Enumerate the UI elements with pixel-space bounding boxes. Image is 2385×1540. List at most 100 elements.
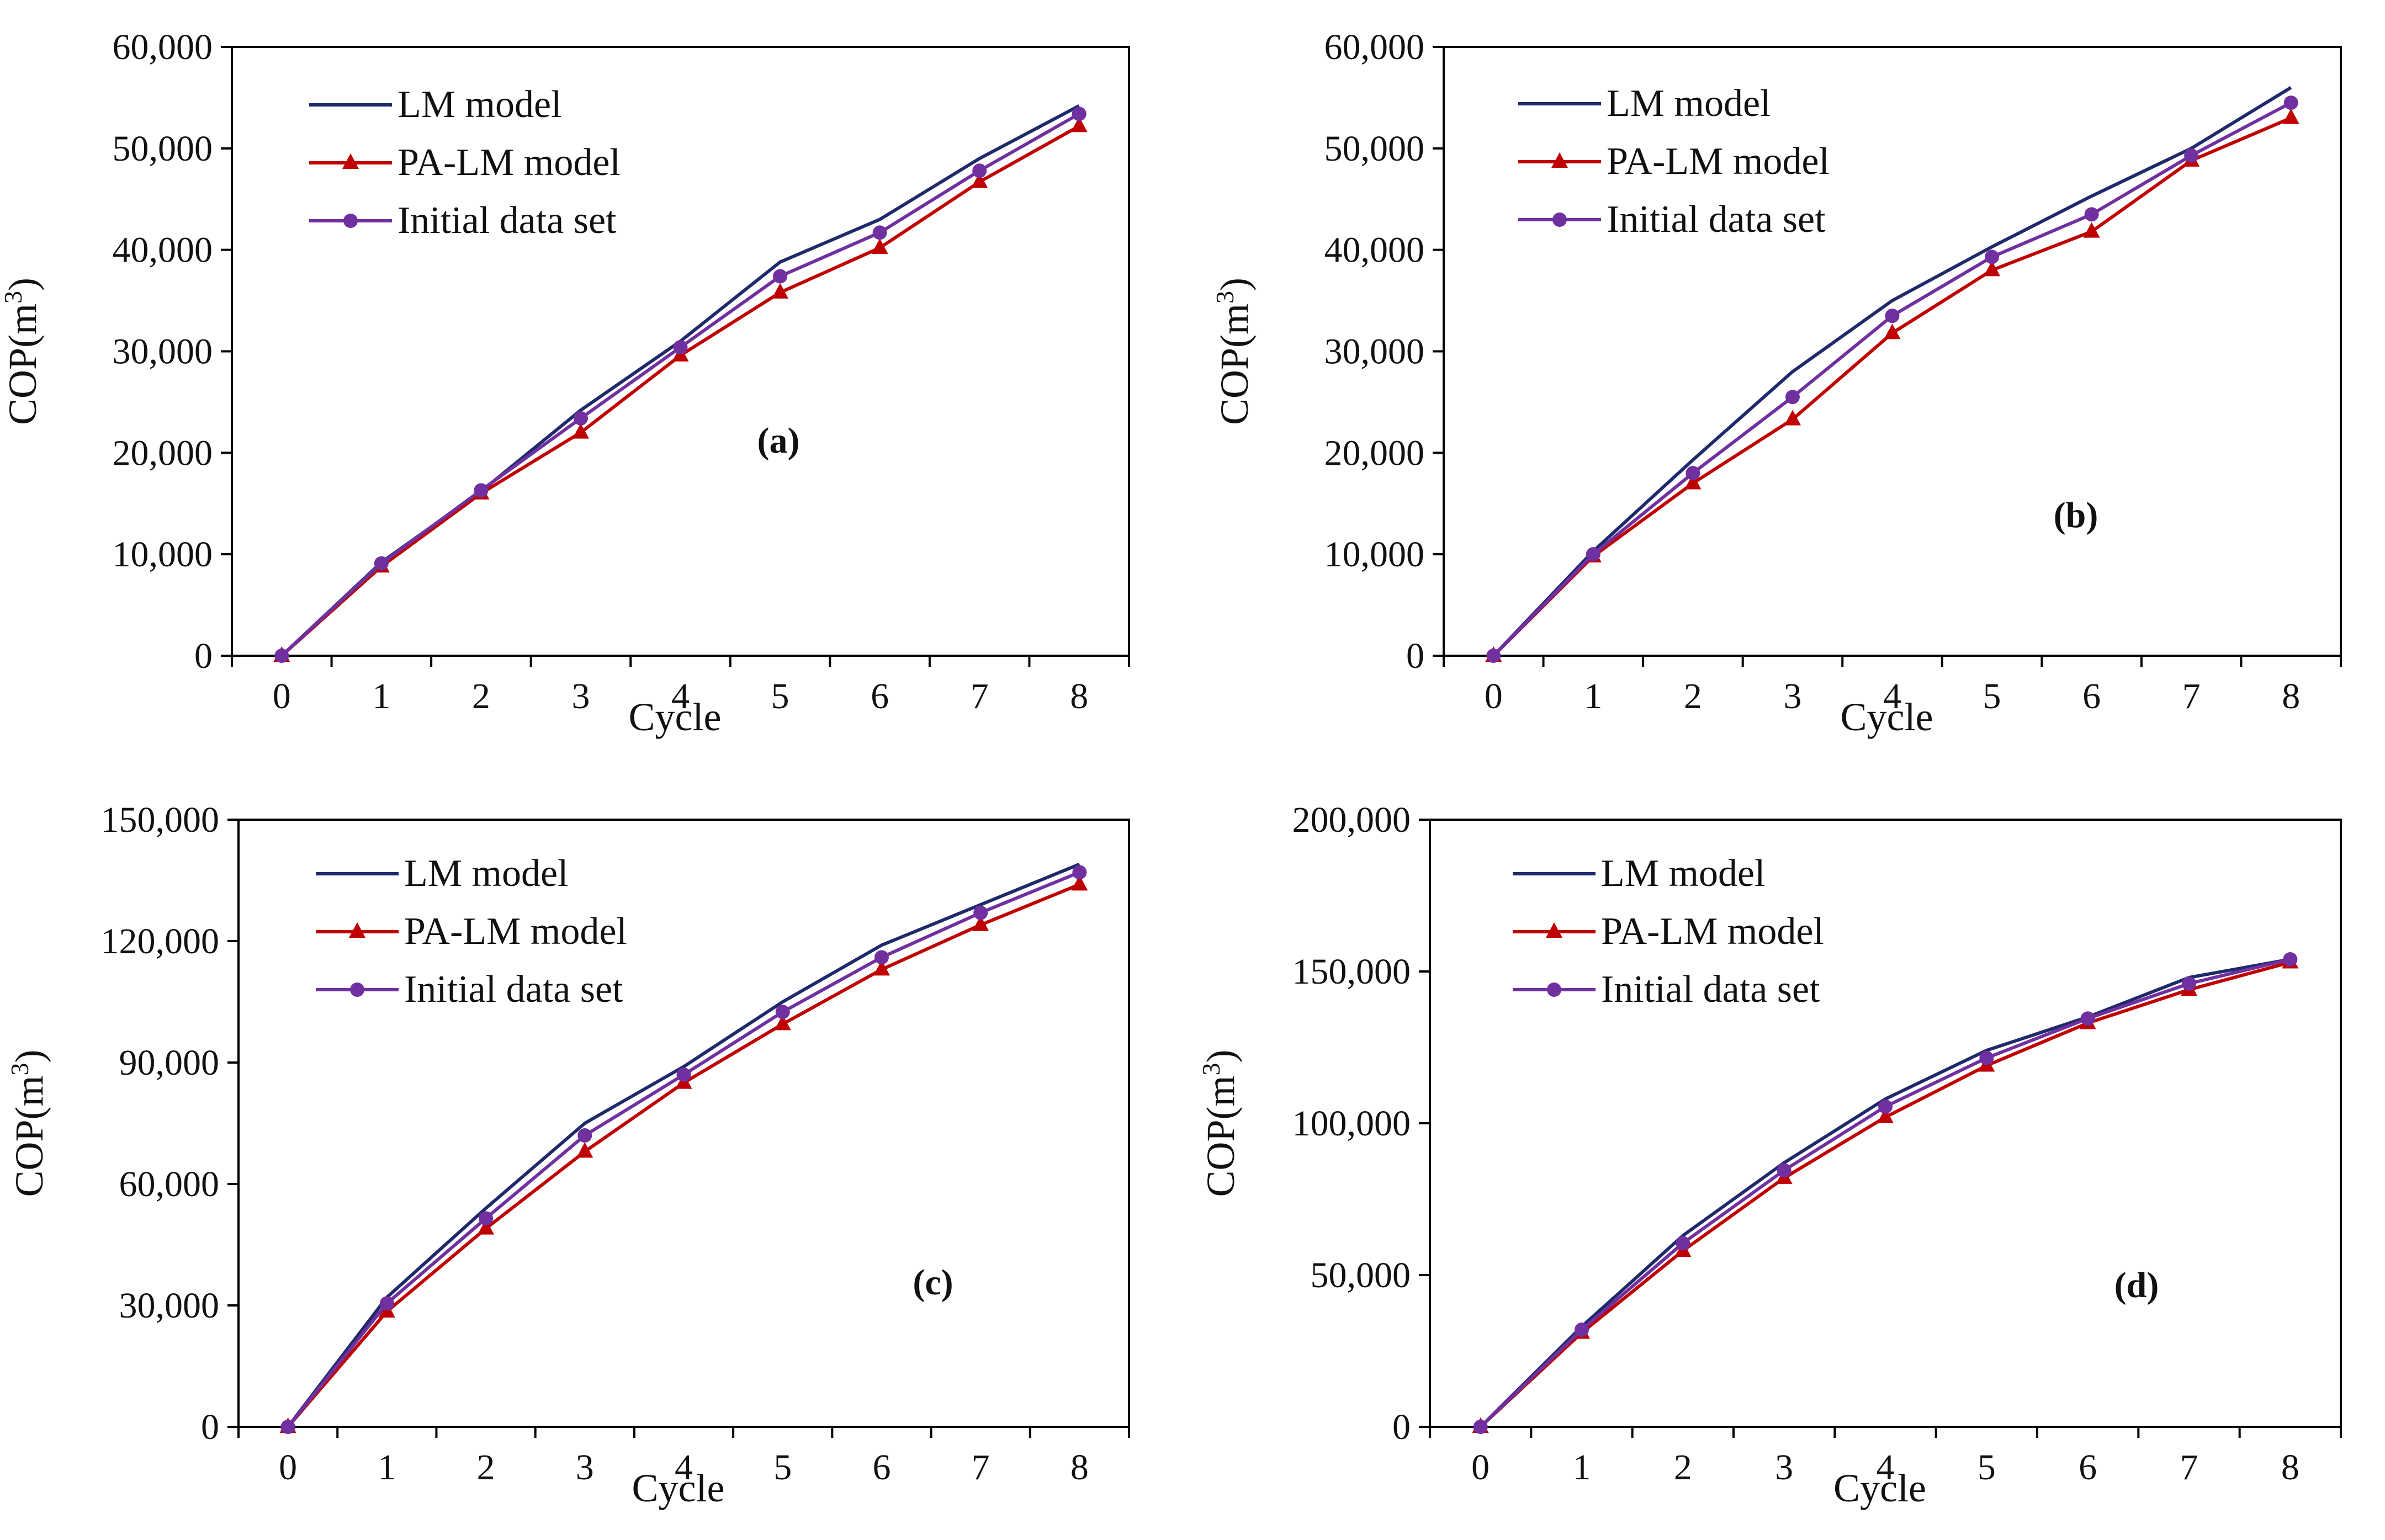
data-point-circle	[973, 905, 988, 920]
y-tick-label: 0	[201, 1407, 219, 1447]
data-point-triangle	[572, 423, 589, 439]
x-tick-label: 8	[2282, 676, 2300, 716]
legend-label: LM model	[404, 852, 568, 895]
chart-panel-c: 0 30,000 60,000 90,000 120,000 150,000 0 1 2 3 4 5 6…	[6, 800, 1130, 1510]
x-tick-label: 5	[1983, 676, 2001, 716]
x-tick-label: 3	[1783, 676, 1801, 716]
legend-marker-triangle	[1546, 922, 1562, 938]
y-axis-title: COP(m3)	[1197, 1049, 1243, 1197]
y-tick-label: 0	[1392, 1407, 1411, 1447]
panel-label: (a)	[757, 421, 800, 461]
y-tick-label: 30,000	[119, 1286, 220, 1326]
y-axis-title: COP(m3)	[1211, 278, 1257, 425]
x-axis-title: Cycle	[1833, 1466, 1926, 1510]
y-tick-label: 10,000	[1324, 534, 1425, 575]
data-point-triangle	[873, 960, 890, 976]
data-point-circle	[2080, 1011, 2095, 1026]
data-point-circle	[1486, 649, 1501, 663]
x-tick-label: 0	[1471, 1447, 1490, 1488]
data-point-circle	[2283, 95, 2298, 110]
y-tick-label: 100,000	[1292, 1103, 1411, 1144]
data-point-circle	[2184, 148, 2199, 163]
data-point-circle	[673, 340, 688, 355]
data-point-circle	[1072, 107, 1086, 121]
x-tick-label: 2	[472, 676, 490, 716]
y-tick-label: 50,000	[1311, 1255, 1411, 1295]
legend-label: Initial data set	[1601, 968, 1820, 1011]
plot-frame	[237, 819, 1130, 1428]
data-point-circle	[2084, 207, 2099, 222]
y-tick-label: 0	[194, 636, 213, 676]
data-point-triangle	[971, 172, 988, 188]
x-tick-label: 4	[1877, 1447, 1895, 1488]
y-tick-label: 30,000	[1324, 332, 1425, 372]
x-tick-label: 7	[2182, 676, 2201, 716]
series-line-initial-data-set	[1479, 958, 2291, 1429]
x-tick-label: 0	[273, 676, 291, 716]
legend-label: Initial data set	[1607, 198, 1826, 241]
x-tick-label: 6	[872, 1447, 891, 1488]
data-point-triangle	[2083, 222, 2100, 238]
data-point-triangle	[1784, 410, 1801, 426]
legend-label: PA-LM model	[398, 141, 621, 184]
x-tick-label: 3	[571, 676, 590, 716]
data-point-circle	[474, 483, 489, 498]
legend-marker-circle	[1547, 983, 1561, 997]
data-point-circle	[2182, 976, 2196, 991]
x-tick-label: 1	[1573, 1447, 1591, 1488]
data-point-triangle	[871, 238, 888, 254]
y-tick-label: 60,000	[1324, 27, 1425, 67]
data-point-triangle	[772, 283, 789, 299]
data-point-circle	[1885, 309, 1900, 323]
x-tick-label: 3	[1775, 1447, 1793, 1488]
chart-panel-b: 0 10,000 20,000 30,000 40,000 50,000 60,000 0 1 2…	[1211, 27, 2342, 739]
x-tick-label: 7	[972, 1447, 990, 1488]
x-tick-label: 8	[2281, 1447, 2299, 1488]
y-tick-label: 20,000	[1324, 433, 1425, 473]
y-tick-label: 120,000	[101, 921, 220, 962]
series-line-lm-model	[287, 862, 1080, 1428]
data-point-circle	[1878, 1099, 1893, 1114]
x-tick-label: 7	[2180, 1447, 2198, 1488]
data-point-triangle	[576, 1142, 593, 1158]
data-point-circle	[1985, 249, 2000, 264]
data-point-circle	[2283, 952, 2298, 967]
data-point-triangle	[2282, 108, 2299, 124]
data-point-triangle	[774, 1015, 791, 1031]
series-line-pa-lm-model	[287, 883, 1080, 1428]
y-tick-label: 90,000	[119, 1043, 220, 1083]
x-tick-label: 5	[1978, 1447, 1996, 1488]
y-tick-label: 10,000	[113, 534, 213, 575]
x-tick-label: 2	[1674, 1447, 1692, 1488]
data-point-circle	[1575, 1323, 1589, 1337]
legend-marker-triangle	[342, 153, 359, 169]
data-point-triangle	[972, 915, 989, 931]
y-tick-label: 60,000	[119, 1164, 220, 1204]
x-tick-label: 5	[771, 676, 789, 716]
x-tick-label: 4	[1883, 676, 1901, 716]
data-point-triangle	[1070, 116, 1088, 132]
data-point-circle	[280, 1420, 295, 1434]
legend-label: LM model	[1601, 852, 1765, 895]
y-tick-label: 150,000	[1292, 952, 1411, 992]
legend-label: LM model	[398, 83, 561, 126]
chart-panel-d: 0 50,000 100,000 150,000 200,000 0 1 2 3 4 5 6 7 8 Cyc…	[1197, 800, 2342, 1510]
panel-label: (b)	[2054, 495, 2098, 535]
x-tick-label: 6	[871, 676, 889, 716]
data-point-circle	[1072, 865, 1087, 880]
x-tick-label: 6	[2079, 1447, 2097, 1488]
y-tick-label: 0	[1406, 636, 1424, 676]
legend-label: PA-LM model	[404, 910, 627, 953]
data-point-circle	[775, 1005, 790, 1019]
data-point-circle	[1586, 547, 1600, 562]
x-tick-label: 4	[675, 1447, 693, 1488]
panel-label: (d)	[2114, 1265, 2159, 1305]
data-point-circle	[479, 1211, 494, 1226]
data-point-triangle	[1884, 323, 1901, 339]
data-point-circle	[872, 225, 887, 240]
x-tick-label: 3	[576, 1447, 594, 1488]
data-point-circle	[1979, 1050, 1994, 1065]
legend-label: Initial data set	[398, 199, 617, 242]
panel-label: (c)	[913, 1262, 953, 1303]
